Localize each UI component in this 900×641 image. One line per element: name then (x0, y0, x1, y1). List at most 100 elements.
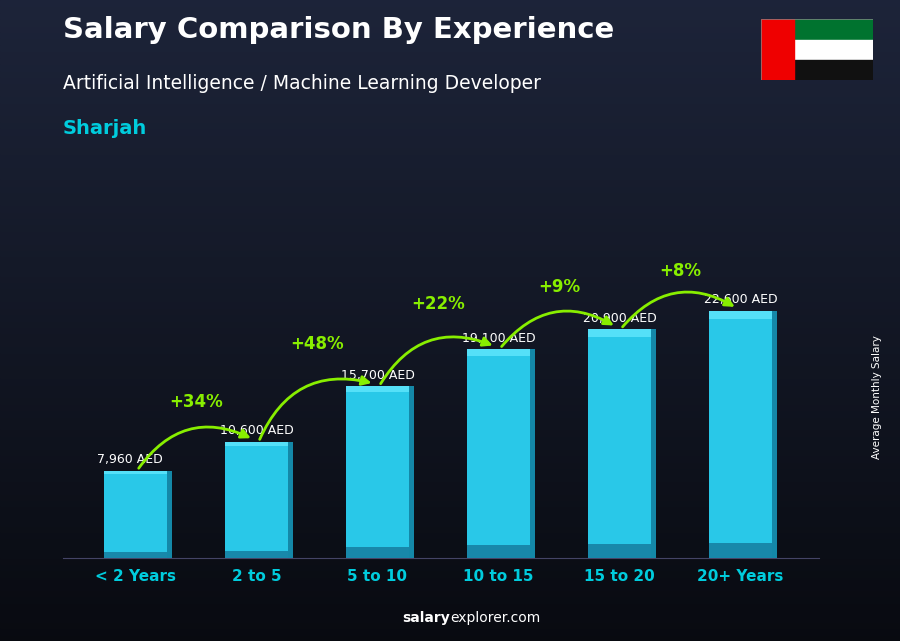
Bar (104, 470, 167, 474)
Bar (0, 192, 900, 199)
Bar (0, 558, 900, 564)
Bar (772, 311, 777, 558)
Bar (0, 635, 900, 641)
Bar (0, 628, 900, 635)
Bar (0, 526, 900, 532)
Bar (0, 474, 900, 481)
Bar (0, 615, 900, 622)
Bar (588, 329, 651, 558)
Bar (104, 553, 167, 558)
Bar (0, 564, 900, 570)
Bar (0, 83, 900, 90)
Bar (709, 311, 772, 558)
Text: 10,600 AED: 10,600 AED (220, 424, 293, 437)
Bar (0, 205, 900, 212)
Bar (0, 609, 900, 615)
Bar (0, 90, 900, 96)
Bar (0, 622, 900, 628)
Bar (0, 13, 900, 19)
Bar (0, 276, 900, 282)
Bar (0, 506, 900, 513)
Bar (225, 442, 288, 446)
Bar (0, 468, 900, 474)
Text: 19,100 AED: 19,100 AED (462, 331, 536, 345)
Bar (0, 154, 900, 160)
Bar (0, 417, 900, 423)
Bar (0, 397, 900, 404)
Bar (0, 538, 900, 545)
Bar (792, 19, 873, 40)
Bar (0, 96, 900, 103)
Bar (0, 167, 900, 173)
Bar (0, 301, 900, 308)
Bar (0, 109, 900, 115)
Bar (0, 596, 900, 603)
Bar (0, 58, 900, 64)
Bar (0, 218, 900, 224)
Text: +8%: +8% (659, 262, 701, 280)
Bar (709, 543, 772, 558)
Bar (0, 212, 900, 218)
Bar (0, 45, 900, 51)
Bar (0, 513, 900, 519)
Bar (651, 329, 656, 558)
Bar (0, 449, 900, 455)
Bar (0, 282, 900, 288)
Text: Artificial Intelligence / Machine Learning Developer: Artificial Intelligence / Machine Learni… (63, 74, 541, 93)
Bar (0, 340, 900, 346)
Bar (167, 470, 172, 558)
Bar (0, 147, 900, 154)
Bar (0, 429, 900, 436)
Bar (0, 160, 900, 167)
Text: 7,960 AED: 7,960 AED (96, 453, 162, 466)
Bar (0, 391, 900, 397)
Bar (0, 71, 900, 77)
Bar (0, 378, 900, 385)
Bar (346, 386, 409, 392)
Bar (0, 231, 900, 237)
Bar (0, 19, 900, 26)
Bar (709, 311, 772, 319)
Bar (0, 32, 900, 38)
Bar (225, 551, 288, 558)
Bar (0, 385, 900, 391)
Bar (0, 320, 900, 327)
Bar (0, 327, 900, 333)
Bar (0, 135, 900, 141)
Bar (792, 60, 873, 80)
Bar (346, 386, 409, 558)
Bar (0, 141, 900, 147)
Bar (0, 487, 900, 494)
Bar (0, 551, 900, 558)
Bar (0, 0, 900, 6)
Bar (0, 295, 900, 301)
Bar (0, 333, 900, 340)
Bar (588, 329, 651, 337)
Bar (0, 494, 900, 500)
Bar (104, 470, 167, 558)
Text: 20,900 AED: 20,900 AED (582, 312, 656, 325)
Bar (0, 365, 900, 372)
Text: 15,700 AED: 15,700 AED (340, 369, 414, 381)
Bar (0, 103, 900, 109)
Bar (0, 583, 900, 590)
Bar (0, 410, 900, 417)
Bar (0, 269, 900, 276)
Bar (0, 590, 900, 596)
Bar (0, 519, 900, 526)
Bar (0, 532, 900, 538)
Bar (0, 250, 900, 256)
Bar (0, 237, 900, 244)
Bar (0, 455, 900, 462)
Bar (0, 500, 900, 506)
Bar (288, 442, 293, 558)
Bar (0, 353, 900, 359)
Bar (0, 462, 900, 468)
Bar (0, 359, 900, 365)
Bar (0, 173, 900, 179)
Bar (467, 545, 530, 558)
Text: +9%: +9% (538, 278, 580, 296)
Bar (0, 179, 900, 186)
Bar (0, 122, 900, 128)
Bar (0, 308, 900, 314)
